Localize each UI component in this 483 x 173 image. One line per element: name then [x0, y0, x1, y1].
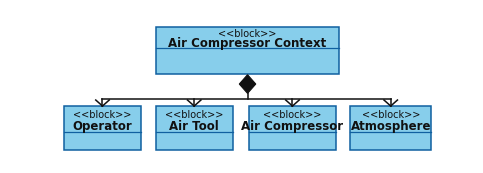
Text: <<block>>: <<block>>	[263, 110, 322, 120]
Text: Atmosphere: Atmosphere	[351, 120, 431, 133]
Polygon shape	[239, 75, 256, 93]
Bar	[249, 106, 336, 150]
Text: <<block>>: <<block>>	[73, 110, 132, 120]
Bar	[351, 106, 431, 150]
Text: <<block>>: <<block>>	[218, 29, 277, 39]
Bar	[156, 27, 339, 74]
Text: Air Compressor Context: Air Compressor Context	[169, 37, 327, 50]
Text: <<block>>: <<block>>	[165, 110, 223, 120]
Text: <<block>>: <<block>>	[362, 110, 420, 120]
Text: Air Compressor: Air Compressor	[242, 120, 343, 133]
Bar	[64, 106, 141, 150]
Bar	[156, 106, 233, 150]
Text: Operator: Operator	[72, 120, 132, 133]
Text: Air Tool: Air Tool	[170, 120, 219, 133]
